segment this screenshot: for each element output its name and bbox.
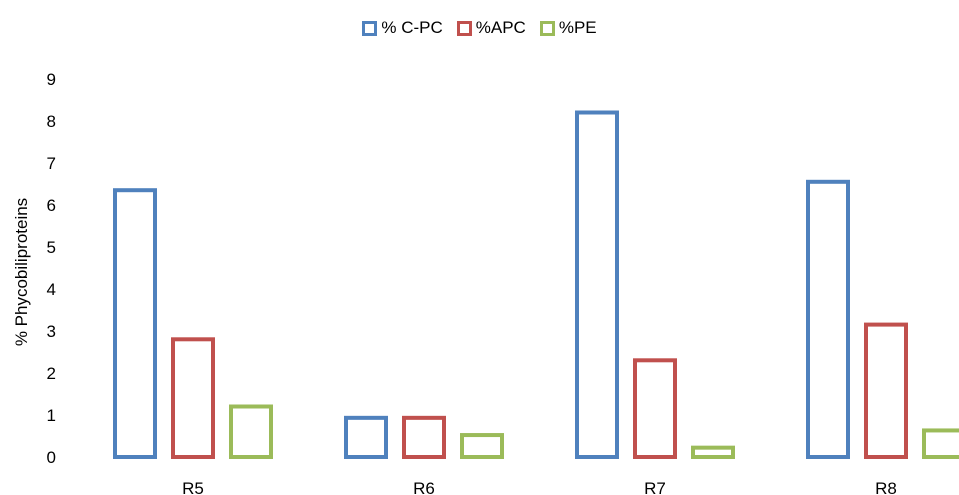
bar-r6-series-1: [344, 415, 388, 459]
bar-r7-series-3: [691, 445, 735, 460]
y-tick-label: 4: [47, 280, 56, 299]
y-tick-label: 5: [47, 238, 56, 257]
y-tick-label: 9: [47, 70, 56, 89]
x-tick-label: R6: [413, 479, 435, 495]
x-tick-label: R8: [875, 479, 897, 495]
legend-label-apc: %APC: [475, 18, 526, 37]
legend-item-apc: %APC: [456, 18, 526, 38]
bar-r7-series-2: [633, 358, 677, 459]
legend-label-cpc: % C-PC: [381, 18, 443, 37]
y-tick-label: 0: [47, 448, 56, 467]
bar-r8-series-1: [806, 179, 850, 460]
legend-swatch-cpc: [362, 20, 378, 36]
bar-r7-series-1: [575, 110, 619, 459]
bar-r8-series-3: [922, 428, 959, 460]
legend-label-pe: %PE: [558, 18, 597, 37]
y-tick-label: 8: [47, 112, 56, 131]
bar-r5-series-2: [171, 337, 215, 459]
legend-item-pe: %PE: [539, 18, 597, 38]
y-tick-label: 6: [47, 196, 56, 215]
y-axis-ticks: 0 1 2 3 4 5 6 7 8 9: [47, 70, 56, 467]
x-tick-label: R7: [644, 479, 666, 495]
y-tick-label: 2: [47, 364, 56, 383]
legend-item-cpc: % C-PC: [362, 18, 443, 38]
bar-r6-series-2: [402, 415, 446, 459]
y-tick-label: 7: [47, 154, 56, 173]
y-tick-label: 1: [47, 406, 56, 425]
legend-swatch-pe: [539, 20, 555, 36]
bars-group: [113, 110, 959, 460]
bar-r5-series-1: [113, 188, 157, 459]
legend-swatch-apc: [456, 20, 472, 36]
bar-r8-series-2: [864, 322, 908, 459]
y-tick-label: 3: [47, 322, 56, 341]
chart-legend: % C-PC %APC %PE: [0, 18, 959, 38]
x-tick-label: R5: [182, 479, 204, 495]
bar-r6-series-3: [460, 433, 504, 459]
bar-r5-series-3: [229, 404, 273, 459]
y-axis-title: % Phycobiliproteins: [12, 198, 31, 346]
x-axis-ticks: R5 R6 R7 R8: [182, 479, 897, 495]
